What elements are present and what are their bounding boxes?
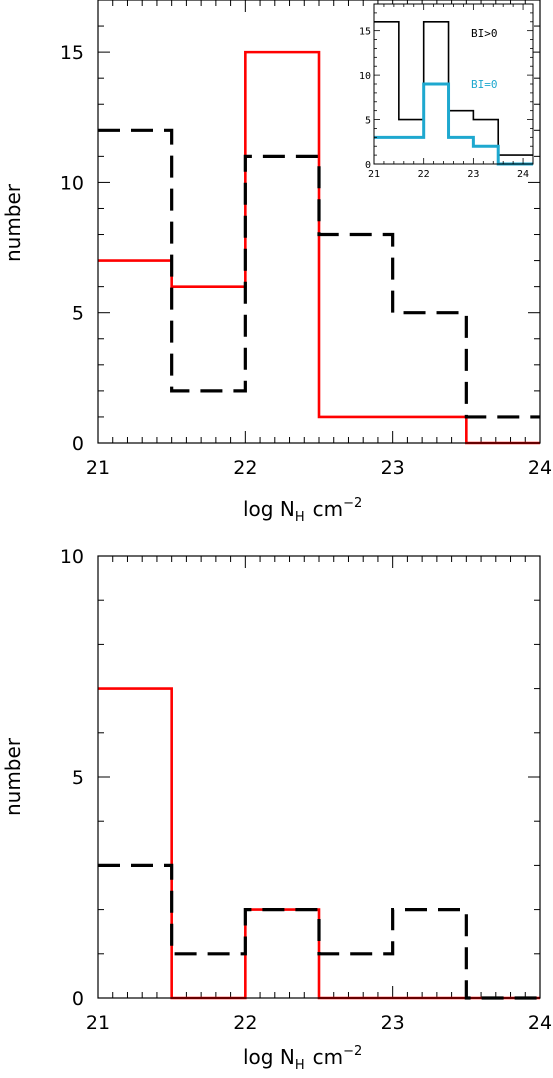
inset-y-tick-label: 15	[359, 27, 371, 38]
x-tick-label: 22	[233, 457, 257, 479]
histogram-solid-red	[98, 50, 540, 445]
y-tick-label: 10	[60, 172, 84, 194]
inset-x-tick-label: 21	[368, 169, 380, 180]
bottom-tick-labels: 21 22 23 24 0 5 10	[60, 546, 552, 1034]
top-tick-labels: 21 22 23 24 0 5 10 15	[60, 42, 552, 479]
bottom-histograms	[98, 687, 540, 1000]
x-tick-label: 24	[528, 1012, 552, 1034]
top-inset-chart: 21 22 23 24 0 5 10 15 BI>0 BI=0	[359, 3, 534, 180]
x-tick-label: 22	[233, 1012, 257, 1034]
inset-x-tick-label: 24	[517, 169, 529, 180]
inset-legend-bi-zero: BI=0	[471, 78, 498, 91]
histogram-dashed-black	[98, 128, 540, 419]
top-x-axis-label: log NH cm−2	[243, 496, 362, 525]
top-histograms	[98, 50, 540, 445]
y-tick-label: 0	[72, 433, 84, 455]
y-tick-label: 10	[60, 546, 84, 568]
inset-x-tick-label: 22	[418, 169, 430, 180]
x-tick-label: 24	[528, 457, 552, 479]
bottom-plot-frame	[97, 555, 541, 999]
x-tick-label: 23	[381, 1012, 405, 1034]
bottom-panel: 21 22 23 24 0 5 10 number log NH cm−2	[1, 546, 552, 1073]
histogram-solid-red	[98, 687, 540, 1000]
x-tick-label: 21	[86, 457, 110, 479]
y-tick-label: 0	[72, 988, 84, 1010]
x-tick-label: 21	[86, 1012, 110, 1034]
y-tick-label: 5	[72, 303, 84, 325]
y-tick-label: 15	[60, 42, 84, 64]
inset-y-tick-label: 10	[359, 71, 371, 82]
y-tick-label: 5	[72, 767, 84, 789]
inset-legend-bi-positive: BI>0	[471, 27, 498, 40]
top-plot-frame	[97, 0, 541, 444]
inset-background	[374, 4, 533, 164]
histogram-dashed-black	[98, 863, 540, 1000]
bottom-x-axis-label: log NH cm−2	[243, 1044, 362, 1073]
inset-y-tick-label: 0	[365, 160, 371, 171]
bottom-y-axis-label: number	[1, 737, 25, 816]
inset-x-tick-label: 23	[467, 169, 479, 180]
x-tick-label: 23	[381, 457, 405, 479]
top-y-axis-label: number	[1, 183, 25, 262]
inset-y-tick-label: 5	[365, 116, 371, 127]
inset-ticks: 21 22 23 24 0 5 10 15	[359, 3, 533, 180]
